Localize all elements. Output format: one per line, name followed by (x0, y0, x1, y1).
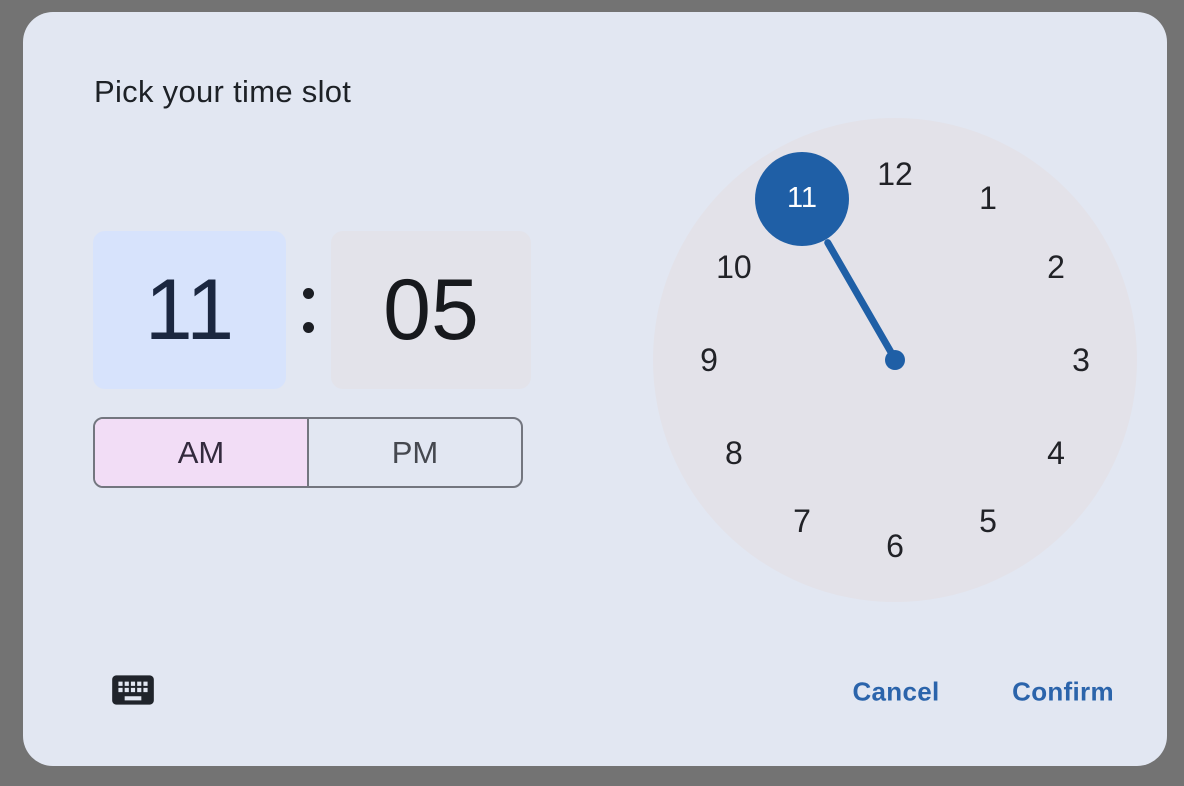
clock-number-9[interactable]: 9 (700, 341, 718, 378)
clock-number-1[interactable]: 1 (979, 180, 997, 217)
minute-input[interactable]: 05 (331, 231, 531, 389)
hour-input[interactable]: 11 (93, 231, 286, 389)
clock-number-7[interactable]: 7 (793, 502, 811, 539)
clock-number-10[interactable]: 10 (716, 248, 752, 285)
clock-number-11[interactable]: 11 (755, 151, 849, 246)
pm-button[interactable]: PM (309, 419, 521, 486)
clock-number-5[interactable]: 5 (979, 502, 997, 539)
clock-number-4[interactable]: 4 (1047, 434, 1065, 471)
clock-dial[interactable]: 12 1 2 3 4 5 6 7 8 9 10 11 (653, 118, 1137, 602)
keyboard-toggle-button[interactable] (106, 663, 160, 717)
clock-number-12[interactable]: 12 (877, 155, 913, 192)
keyboard-icon (112, 675, 154, 705)
time-picker-dialog: Pick your time slot 11 05 AM PM 12 1 2 3 4 5 6… (23, 12, 1167, 766)
cancel-button[interactable]: Cancel (838, 667, 953, 718)
clock-number-6[interactable]: 6 (886, 527, 904, 564)
clock-center-dot (885, 350, 905, 370)
clock-hand (822, 237, 899, 362)
colon-dot-top (303, 287, 314, 299)
confirm-button[interactable]: Confirm (998, 667, 1128, 718)
dialog-title: Pick your time slot (94, 74, 352, 109)
clock-number-3[interactable]: 3 (1072, 341, 1090, 378)
colon-separator-icon (286, 231, 331, 389)
colon-dot-bottom (303, 321, 314, 333)
clock-number-2[interactable]: 2 (1047, 248, 1065, 285)
clock-number-8[interactable]: 8 (725, 434, 743, 471)
period-toggle: AM PM (93, 417, 523, 488)
am-button[interactable]: AM (95, 419, 309, 486)
